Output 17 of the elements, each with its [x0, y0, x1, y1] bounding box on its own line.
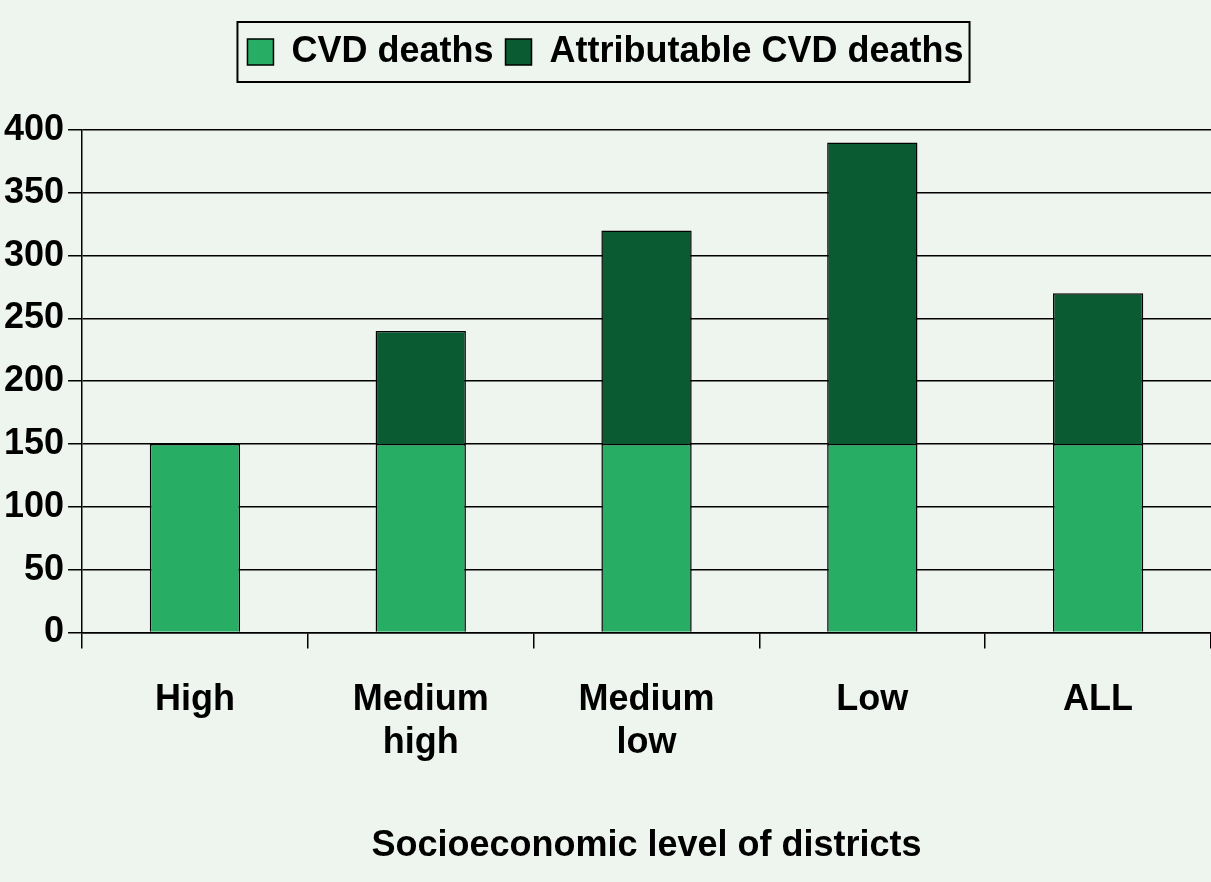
y-tick-label: 350 [3, 169, 65, 211]
x-tick-label: Medium low [578, 676, 715, 762]
legend-label: CVD deaths [291, 28, 494, 70]
y-tick-label: 150 [3, 420, 65, 462]
x-tick-label: High [154, 676, 235, 718]
y-tick-label: 100 [3, 483, 65, 525]
y-tick-label: 300 [3, 232, 65, 274]
x-tick-label: Medium high [352, 676, 489, 762]
legend-label: Attributable CVD deaths [549, 28, 964, 70]
y-tick-label: 400 [3, 106, 65, 148]
y-tick-label: 200 [3, 358, 65, 400]
y-tick-label: 0 [44, 609, 65, 651]
y-tick-label: 250 [3, 295, 65, 337]
y-tick-label: 50 [24, 546, 65, 588]
x-tick-label: ALL [1063, 676, 1134, 718]
x-tick-label: Low [836, 676, 910, 718]
x-axis-title: Socioeconomic level of districts [371, 823, 922, 865]
